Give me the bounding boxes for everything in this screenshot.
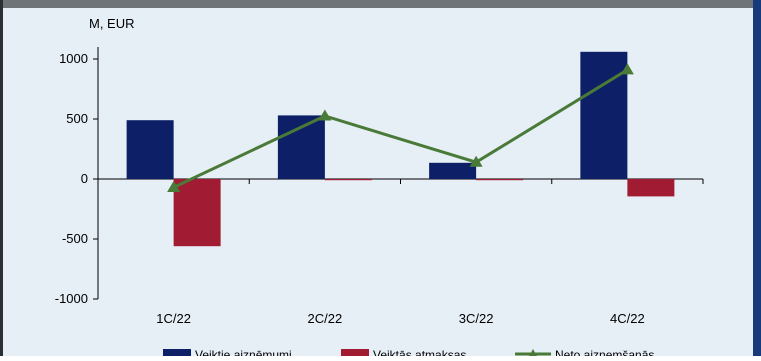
net-borrowing-point	[469, 155, 483, 167]
net-borrowing-point	[318, 109, 332, 121]
y-tick-label: -1000	[55, 291, 88, 306]
y-tick-label: -500	[62, 231, 88, 246]
x-tick-label: 2C/22	[308, 311, 343, 326]
bar-repayments	[627, 179, 675, 197]
chart-panel: M, EUR 1000 500 0 -500 -1000 1C/22 2C/22 3C/22 4…	[3, 8, 753, 361]
x-tick-label: 3C/22	[459, 311, 494, 326]
y-tick-label: 0	[81, 171, 88, 186]
x-tick-label: 4C/22	[610, 311, 645, 326]
bar-borrowings	[126, 120, 174, 179]
bar-borrowings	[277, 115, 325, 179]
unit-label: M, EUR	[89, 16, 135, 31]
legend-label: Veiktās atmaksas	[373, 348, 466, 356]
window-left-edge	[0, 0, 3, 356]
bar-borrowings	[429, 162, 477, 179]
net-borrowing-point	[620, 63, 634, 75]
legend-swatch	[341, 349, 369, 359]
net-borrowing-point	[167, 180, 181, 192]
bar-repayments	[173, 179, 221, 247]
bar-repayments	[324, 179, 372, 181]
window-right-edge	[753, 0, 761, 356]
y-tick-label: 500	[66, 111, 88, 126]
window-top-bar	[0, 0, 761, 8]
legend-swatch	[163, 349, 191, 359]
bar-borrowings	[580, 51, 628, 179]
line-series-group	[167, 63, 634, 192]
y-tick-label: 1000	[59, 51, 88, 66]
legend-label: Neto aizņemšanās	[555, 348, 654, 356]
borrowing-chart: M, EUR 1000 500 0 -500 -1000 1C/22 2C/22 3C/22 4…	[55, 16, 704, 361]
bar-repayments	[476, 179, 524, 181]
bars-group	[126, 51, 675, 247]
labels-group: 1000 500 0 -500 -1000 1C/22 2C/22 3C/22 4C/22	[55, 51, 645, 326]
legend: Veiktie aizņēmumi Veiktās atmaksas Neto ai…	[163, 348, 654, 361]
net-borrowing-line	[172, 68, 629, 189]
x-tick-label: 1C/22	[156, 311, 191, 326]
legend-label: Veiktie aizņēmumi	[195, 348, 292, 356]
